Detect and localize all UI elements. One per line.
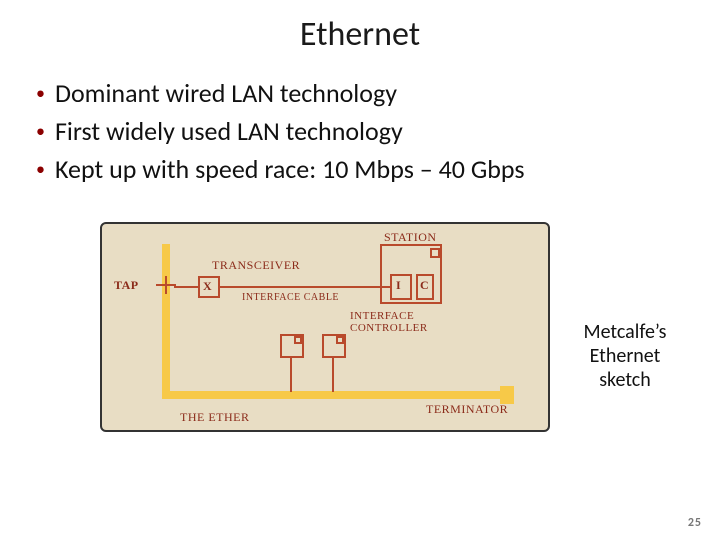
mini-station-1-inner — [294, 336, 302, 344]
list-item: • Dominant wired LAN technology — [30, 76, 690, 110]
tap-to-x-line — [174, 286, 198, 288]
bullet-icon: • — [36, 152, 45, 186]
diagram-caption: Metcalfe’s Ethernet sketch — [560, 320, 690, 392]
label-tap: TAP — [114, 278, 139, 293]
caption-line-2: Ethernet — [590, 344, 661, 368]
bullet-text: First widely used LAN technology — [55, 114, 403, 148]
ether-vertical — [162, 244, 170, 399]
label-transceiver: TRANSCEIVER — [212, 258, 300, 273]
ether-horizontal — [162, 391, 502, 399]
label-interface-cable: INTERFACE CABLE — [242, 292, 339, 303]
bullet-list: • Dominant wired LAN technology • First … — [30, 76, 690, 190]
label-the-ether: THE ETHER — [180, 410, 250, 425]
page-number: 25 — [688, 516, 702, 530]
label-c: C — [420, 278, 429, 293]
list-item: • Kept up with speed race: 10 Mbps – 40 … — [30, 152, 690, 186]
list-item: • First widely used LAN technology — [30, 114, 690, 148]
label-station: STATION — [384, 230, 437, 245]
caption-line-3: sketch — [599, 368, 651, 392]
slide: Ethernet • Dominant wired LAN technology… — [0, 0, 720, 540]
bullet-text: Dominant wired LAN technology — [55, 76, 397, 110]
bullet-icon: • — [36, 76, 45, 110]
mini-station-1-stem — [290, 358, 292, 392]
bullet-icon: • — [36, 114, 45, 148]
ethernet-sketch-diagram: TAP TRANSCEIVER STATION INTERFACE CABLE … — [100, 222, 550, 432]
label-interface-line2: CONTROLLER — [350, 322, 428, 334]
label-interface-controller: INTERFACE CONTROLLER — [350, 310, 428, 334]
label-i: I — [396, 278, 401, 293]
label-terminator: TERMINATOR — [426, 402, 508, 417]
caption-line-1: Metcalfe’s — [583, 320, 666, 344]
station-inner-box — [430, 248, 440, 258]
diagram-canvas: TAP TRANSCEIVER STATION INTERFACE CABLE … — [100, 222, 550, 432]
label-interface-line1: INTERFACE — [350, 310, 414, 322]
mini-station-2-stem — [332, 358, 334, 392]
label-x: X — [203, 279, 212, 294]
mini-station-2-inner — [336, 336, 344, 344]
interface-cable-line — [220, 286, 390, 288]
tap-cross-h — [156, 284, 176, 286]
slide-title: Ethernet — [0, 14, 720, 55]
bullet-text: Kept up with speed race: 10 Mbps – 40 Gb… — [55, 152, 525, 186]
